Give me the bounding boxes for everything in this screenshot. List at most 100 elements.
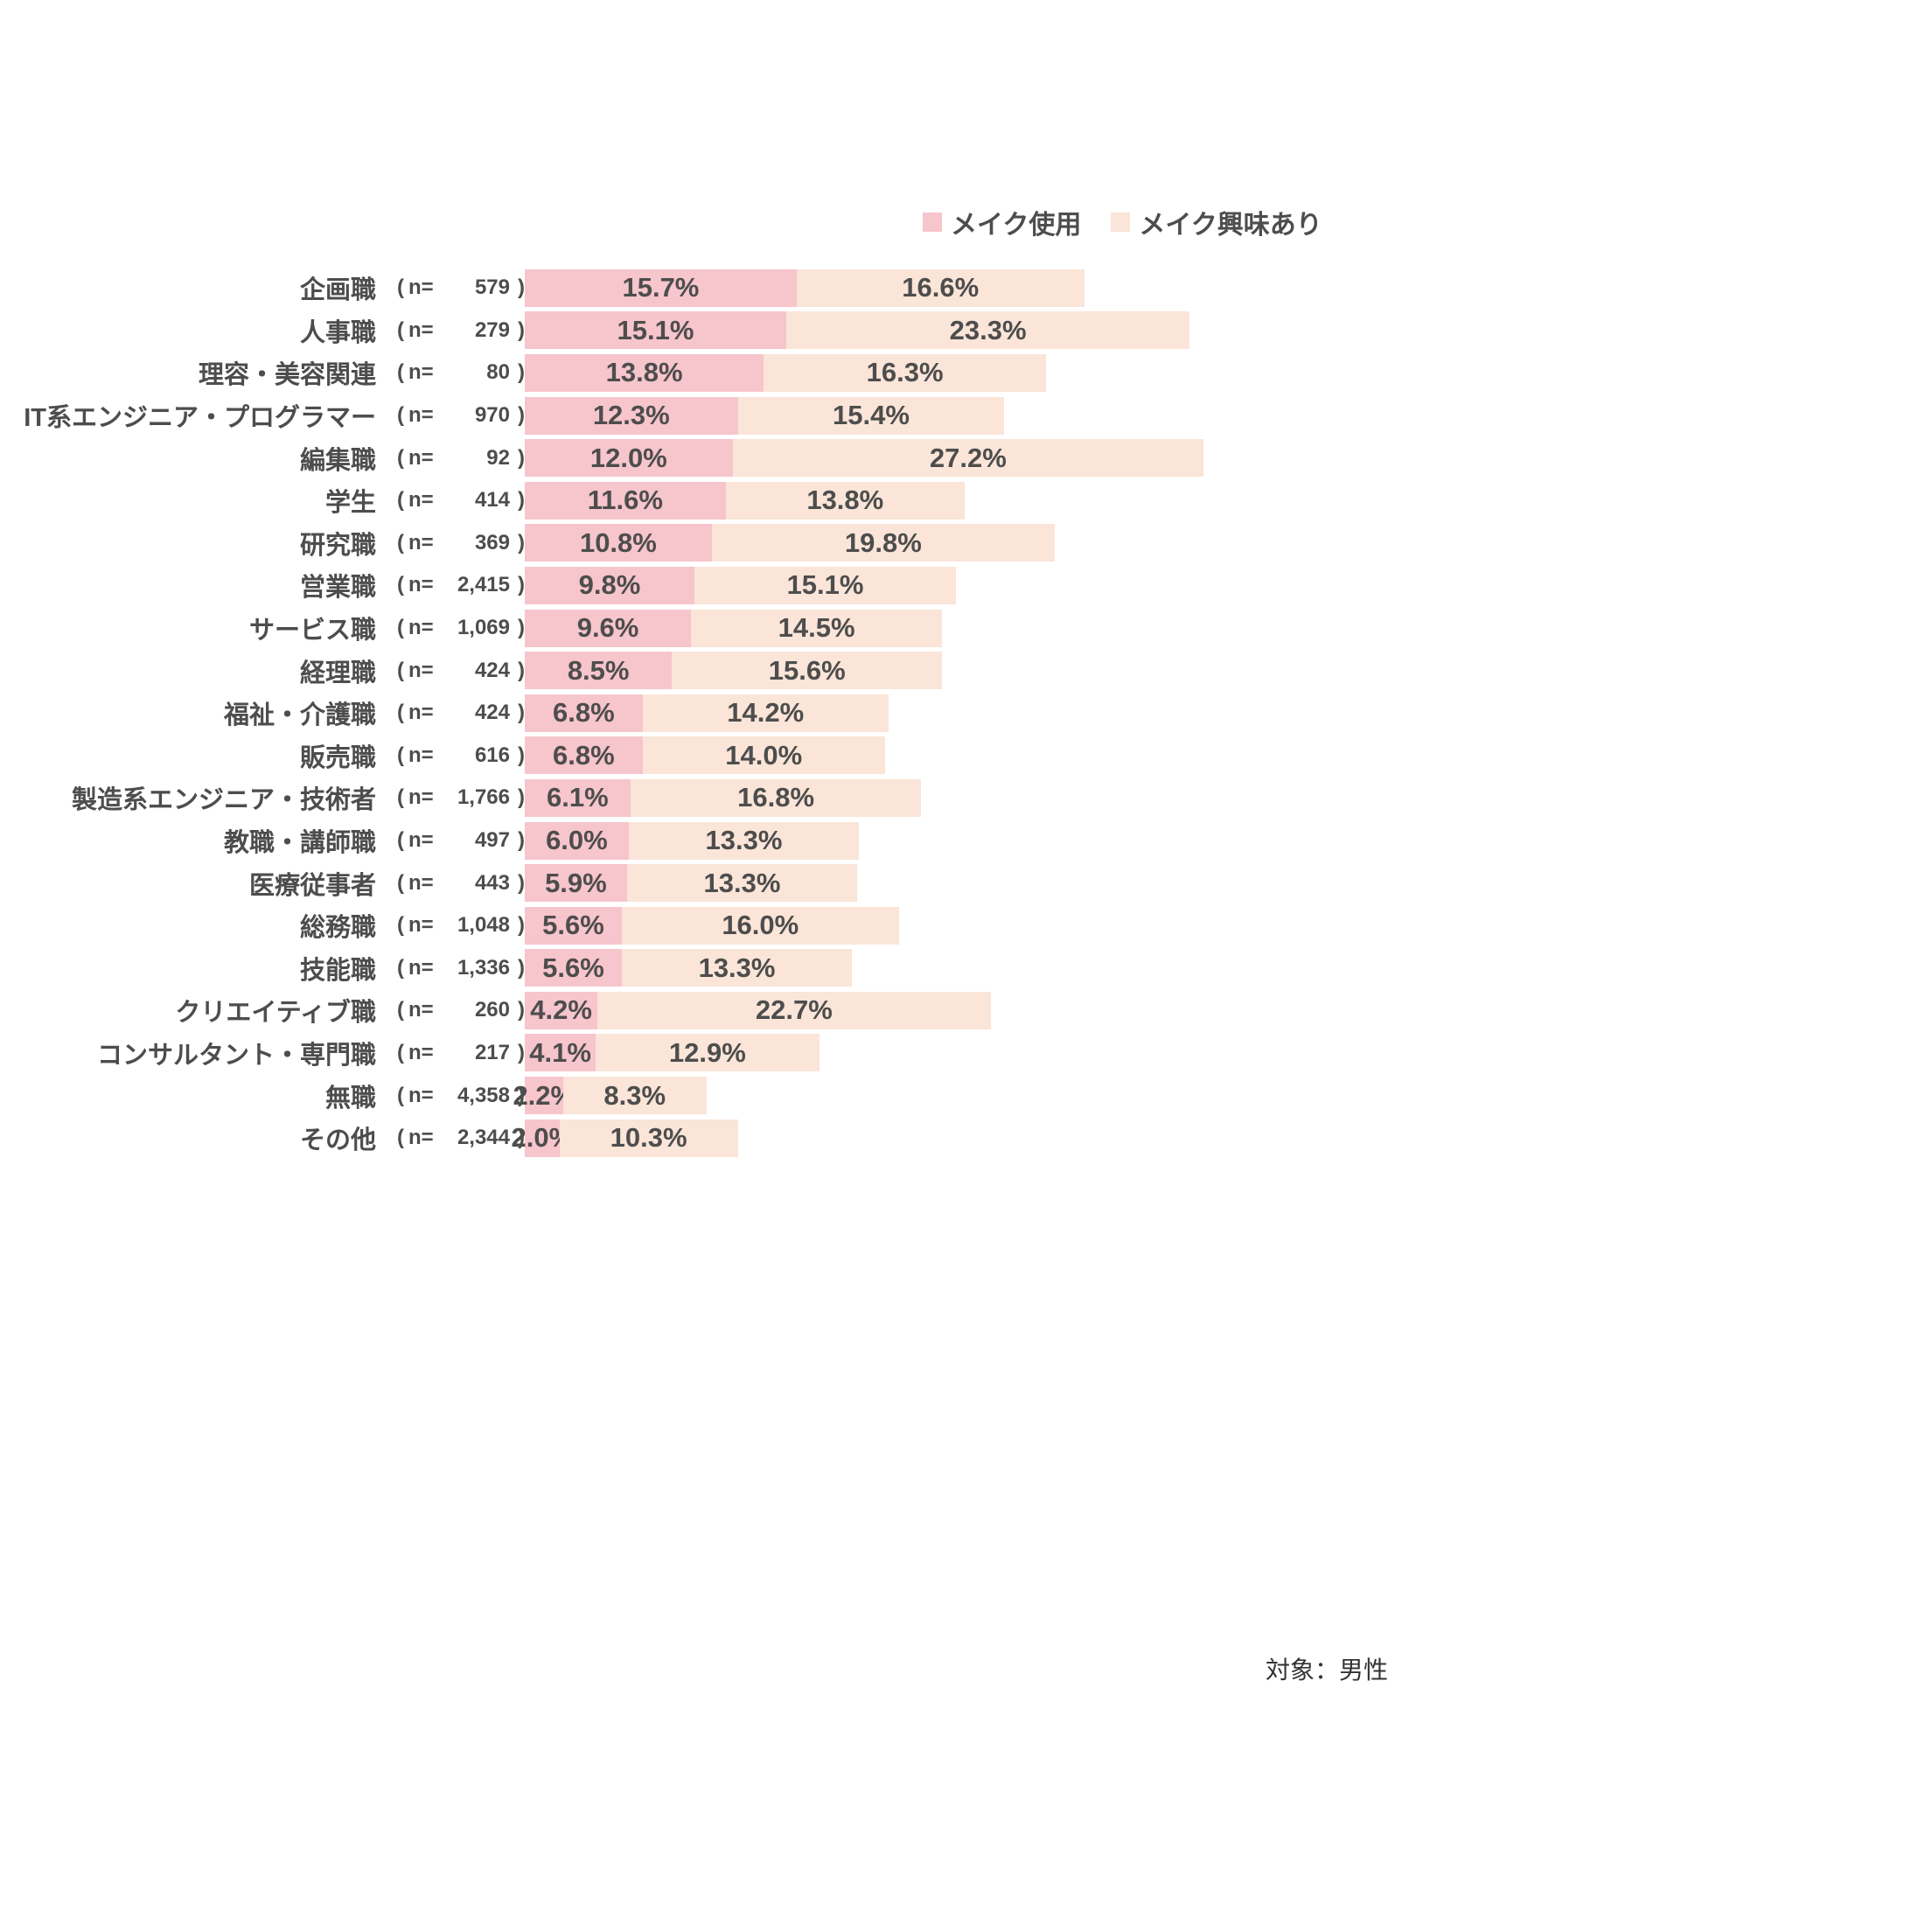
value-label: 15.1%: [617, 314, 694, 345]
category-label: 学生: [324, 489, 376, 518]
chart-row: クリエイティブ職 (n= 260) 4.2% 22.7%: [0, 989, 1399, 1032]
stacked-bar: 6.8% 14.0%: [525, 736, 885, 775]
bar-segment-makeup-usage: 9.6%: [525, 609, 692, 647]
bar-segment-makeup-usage: 4.1%: [525, 1034, 596, 1072]
bar-segment-makeup-usage: 13.8%: [525, 353, 764, 392]
value-label: 9.6%: [576, 612, 639, 644]
bar-segment-makeup-interest: 14.5%: [691, 609, 943, 647]
chart-row: 技能職 (n= 1,336) 5.6% 13.3%: [0, 947, 1399, 990]
bar-segment-makeup-interest: 15.4%: [737, 396, 1005, 435]
bar-segment-makeup-interest: 16.8%: [630, 778, 922, 817]
sample-size-label: (n= 80): [397, 360, 525, 385]
value-label: 15.4%: [833, 400, 910, 431]
stacked-bar: 2.0% 10.3%: [511, 1119, 738, 1157]
stacked-bar: 15.7% 16.6%: [525, 269, 1085, 307]
legend-label: メイク使用: [951, 211, 1082, 240]
bar-segment-makeup-usage: 9.8%: [525, 566, 695, 604]
bar-segment-makeup-usage: 15.7%: [525, 269, 797, 307]
legend-swatch-icon: [1111, 213, 1131, 232]
bar-segment-makeup-interest: 16.0%: [621, 906, 899, 945]
category-label: コンサルタント・専門職: [96, 1041, 376, 1070]
chart-row: 販売職 (n= 616) 6.8% 14.0%: [0, 735, 1399, 778]
value-label: 8.5%: [567, 654, 630, 686]
bar-segment-makeup-interest: 15.1%: [694, 566, 956, 604]
value-label: 10.3%: [610, 1122, 687, 1154]
value-label: 15.1%: [786, 569, 864, 601]
bar-segment-makeup-interest: 13.3%: [621, 949, 853, 987]
sample-size-value: 1,336: [457, 955, 510, 980]
category-label: 人事職: [299, 318, 376, 347]
category-label: 製造系エンジニア・技術者: [71, 786, 376, 815]
bar-segment-makeup-interest: 13.8%: [725, 481, 965, 520]
sample-size-label: (n= 1,069): [397, 616, 525, 640]
chart-row: 人事職 (n= 279) 15.1% 23.3%: [0, 310, 1399, 352]
sample-size-label: (n= 616): [397, 743, 525, 767]
stacked-bar: 5.6% 16.0%: [525, 906, 899, 945]
chart-row: 医療従事者 (n= 443) 5.9% 13.3%: [0, 861, 1399, 904]
category-label: 営業職: [299, 574, 376, 603]
value-label: 19.8%: [844, 527, 922, 558]
category-label: 理容・美容関連: [198, 361, 376, 390]
sample-size-value: 1,069: [457, 616, 510, 640]
bar-segment-makeup-interest: 27.2%: [732, 439, 1204, 478]
chart-row: サービス職 (n= 1,069) 9.6% 14.5%: [0, 607, 1399, 650]
category-label: 無職: [324, 1084, 376, 1112]
sample-size-label: (n= 497): [397, 828, 525, 853]
value-label: 5.6%: [542, 910, 604, 941]
bar-segment-makeup-interest: 15.6%: [672, 652, 943, 690]
category-label: 研究職: [299, 531, 376, 560]
chart-row: 学生 (n= 414) 11.6% 13.8%: [0, 479, 1399, 522]
chart-row: 理容・美容関連 (n= 80) 13.8% 16.3%: [0, 352, 1399, 394]
sample-size-label: (n= 414): [397, 488, 525, 513]
stacked-bar: 4.1% 12.9%: [525, 1034, 820, 1072]
bar-segment-makeup-interest: 13.3%: [628, 821, 860, 860]
bar-segment-makeup-interest: 8.3%: [562, 1077, 707, 1115]
sample-size-value: 414: [474, 488, 510, 513]
value-label: 16.8%: [737, 782, 815, 813]
stacked-bar: 10.8% 19.8%: [525, 524, 1055, 562]
bar-segment-makeup-usage: 6.1%: [525, 778, 631, 817]
bar-segment-makeup-interest: 16.3%: [764, 353, 1046, 392]
bar-segment-makeup-usage: 12.3%: [525, 396, 738, 435]
sample-size-value: 970: [474, 403, 510, 428]
sample-size-label: (n= 579): [397, 276, 525, 300]
chart-legend: メイク使用 メイク興味あり: [923, 203, 1322, 241]
value-label: 5.9%: [545, 867, 607, 898]
sample-size-value: 2,344: [457, 1126, 510, 1150]
category-label: 総務職: [299, 914, 376, 943]
sample-size-label: (n= 1,766): [397, 785, 525, 810]
sample-size-label: (n= 279): [397, 317, 525, 342]
stacked-bar: 9.6% 14.5%: [525, 609, 943, 647]
sample-size-value: 279: [474, 317, 510, 342]
target-note: 対象：男性: [1266, 1656, 1389, 1684]
sample-size-value: 1,766: [457, 785, 510, 810]
bar-segment-makeup-interest: 22.7%: [597, 991, 991, 1029]
bar-segment-makeup-usage: 5.6%: [525, 949, 622, 987]
value-label: 13.3%: [705, 825, 783, 856]
sample-size-label: (n= 369): [397, 530, 525, 554]
sample-size-label: (n= 2,415): [397, 573, 525, 597]
stacked-bar: 4.2% 22.7%: [525, 991, 991, 1029]
sample-size-label: (n= 970): [397, 403, 525, 428]
value-label: 4.1%: [529, 1036, 591, 1068]
value-label: 12.0%: [589, 442, 667, 473]
bar-segment-makeup-usage: 10.8%: [525, 524, 712, 562]
category-label: 企画職: [299, 276, 376, 305]
sample-size-label: (n= 424): [397, 701, 525, 725]
category-label: 医療従事者: [248, 871, 376, 900]
value-label: 14.2%: [727, 697, 805, 729]
value-label: 6.8%: [552, 697, 615, 729]
category-label: 福祉・介護職: [223, 701, 376, 730]
bar-segment-makeup-interest: 10.3%: [559, 1119, 738, 1157]
value-label: 14.0%: [725, 739, 803, 771]
stacked-bar: 2.2% 8.3%: [513, 1077, 707, 1115]
category-label: 編集職: [299, 446, 376, 475]
bar-segment-makeup-interest: 13.3%: [626, 864, 858, 903]
sample-size-value: 80: [486, 360, 510, 385]
sample-size-value: 1,048: [457, 913, 510, 938]
legend-item: メイク使用: [923, 203, 1081, 241]
bar-segment-makeup-usage: 8.5%: [525, 652, 673, 690]
bar-segment-makeup-interest: 16.6%: [796, 269, 1085, 307]
category-label: 教職・講師職: [223, 829, 376, 858]
